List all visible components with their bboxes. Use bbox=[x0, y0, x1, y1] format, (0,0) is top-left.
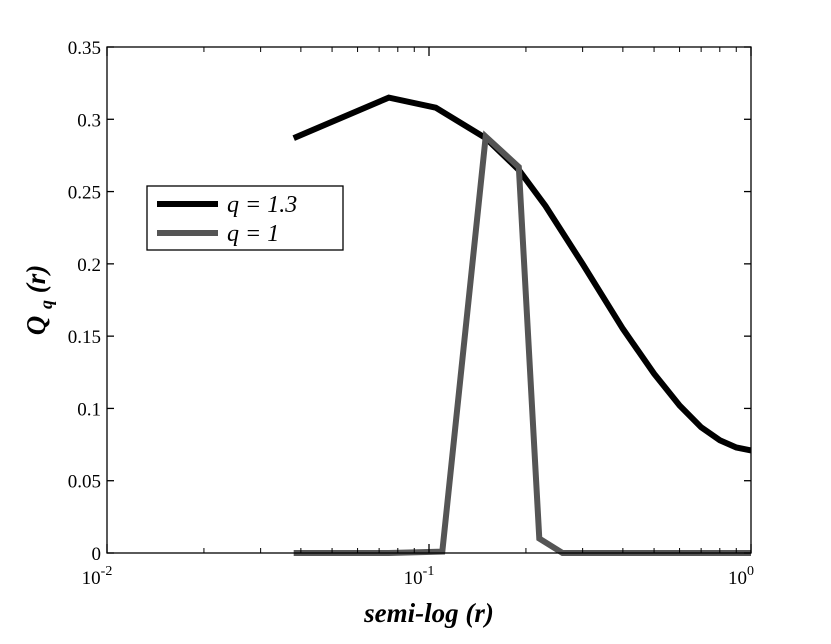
y-axis-title-main: Q bbox=[21, 316, 51, 336]
y-tick-label-1: 0.05 bbox=[68, 472, 101, 493]
y-tick-label-6: 0.3 bbox=[77, 110, 101, 131]
y-tick-label-7: 0.35 bbox=[68, 38, 101, 59]
legend-label-series-1: q = 1.3 bbox=[227, 192, 297, 218]
x-tick-label-exponent-2: 0 bbox=[747, 564, 754, 579]
legend-label-series-2: q = 1 bbox=[227, 221, 279, 247]
y-tick-label-3: 0.15 bbox=[68, 327, 101, 348]
x-tick-label-1: 10-1 bbox=[404, 564, 435, 589]
x-tick-label-2: 100 bbox=[728, 564, 754, 589]
y-tick-label-5: 0.25 bbox=[68, 183, 101, 204]
x-axis-title: semi-log (r) bbox=[363, 598, 494, 628]
x-tick-label-exponent-0: -2 bbox=[101, 564, 113, 579]
x-tick-label-base-0: 10 bbox=[82, 568, 101, 589]
y-axis-title-subscript: q bbox=[36, 300, 56, 309]
x-tick-label-base-1: 10 bbox=[404, 568, 423, 589]
legend-box bbox=[146, 185, 344, 251]
y-tick-label-2: 0.1 bbox=[77, 399, 101, 420]
x-tick-label-exponent-1: -1 bbox=[423, 564, 435, 579]
x-tick-label-0: 10-2 bbox=[82, 564, 113, 589]
x-tick-label-base-2: 10 bbox=[728, 568, 747, 589]
y-tick-label-4: 0.2 bbox=[77, 255, 101, 276]
y-axis-title: Q q (r) bbox=[21, 265, 58, 336]
series-line-1 bbox=[292, 94, 752, 454]
y-tick-label-0: 0 bbox=[92, 544, 102, 565]
legend: q = 1.3 q = 1 bbox=[146, 185, 344, 251]
y-axis-title-suffix: (r) bbox=[21, 265, 51, 294]
